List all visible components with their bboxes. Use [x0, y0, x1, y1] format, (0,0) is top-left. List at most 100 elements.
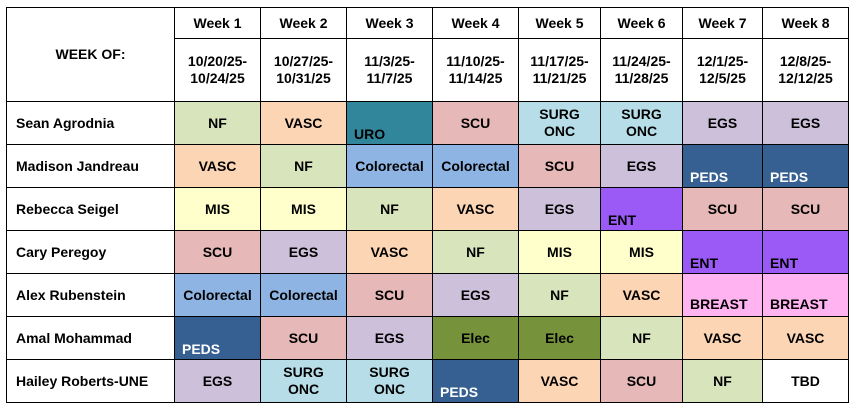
rotation-cell: SURG ONC: [346, 359, 433, 403]
rotation-label: PEDS: [770, 169, 809, 185]
week-dates: 10/27/25- 10/31/25: [260, 38, 347, 102]
date-start: 10/27/25-: [273, 53, 334, 69]
rotation-label: Elec: [461, 329, 490, 346]
date-end: 12/12/25: [778, 70, 833, 86]
week-dates: 11/24/25- 11/28/25: [600, 38, 683, 102]
rotation-cell: SCU: [432, 101, 519, 145]
rotation-label: PEDS: [690, 169, 729, 185]
student-name: Sean Agrodnia: [6, 101, 175, 145]
rotation-cell: PEDS: [174, 316, 261, 360]
week-header: Week 6: [600, 7, 683, 39]
rotation-cell: SURG ONC: [260, 359, 347, 403]
rotation-label: PEDS: [440, 384, 479, 400]
date-start: 12/8/25-: [779, 53, 832, 69]
rotation-cell: EGS: [432, 273, 519, 317]
rotation-label: VASC: [456, 200, 495, 217]
rotation-label: MIS: [629, 243, 654, 260]
student-row: Madison Jandreau VASC NF Colorectal Colorect…: [6, 144, 849, 188]
rotation-label: VASC: [703, 329, 742, 346]
rotation-cell: SCU: [762, 187, 849, 231]
date-start: 11/24/25-: [612, 53, 671, 69]
schedule-body: Sean Agrodnia NF VASC URO SCU SURG ONC SURG ONC E…: [6, 101, 849, 403]
rotation-label: ONC: [543, 123, 576, 139]
rotation-cell: MIS: [600, 230, 683, 274]
week-dates: 11/10/25- 11/14/25: [432, 38, 519, 102]
date-start: 10/20/25-: [187, 53, 248, 69]
date-start: 12/1/25-: [696, 53, 749, 69]
rotation-cell: Colorectal: [346, 144, 433, 188]
rotation-label: EGS: [626, 157, 657, 174]
rotation-cell: VASC: [432, 187, 519, 231]
rotation-cell: NF: [432, 230, 519, 274]
rotation-cell: NF: [260, 144, 347, 188]
date-start: 11/10/25-: [446, 53, 505, 69]
rotation-cell: SCU: [174, 230, 261, 274]
rotation-cell: ENT: [682, 230, 763, 274]
rotation-schedule-table: WEEK OF: Week 1 Week 2 Week 3 Week 4 Wee…: [6, 7, 849, 403]
rotation-cell: TBD: [762, 359, 849, 403]
week-dates: 11/3/25- 11/7/25: [346, 38, 433, 102]
week-header: Week 5: [518, 7, 601, 39]
rotation-cell: SCU: [600, 359, 683, 403]
rotation-cell: PEDS: [762, 144, 849, 188]
rotation-label: NF: [294, 157, 313, 174]
rotation-label: ONC: [287, 381, 320, 397]
rotation-cell: MIS: [260, 187, 347, 231]
rotation-cell: EGS: [682, 101, 763, 145]
rotation-cell: Colorectal: [260, 273, 347, 317]
student-row: Amal Mohammad PEDS SCU EGS Elec Elec NF VASC VAS…: [6, 316, 849, 360]
rotation-label: EGS: [202, 372, 233, 389]
date-end: 10/31/25: [276, 70, 331, 86]
rotation-label: MIS: [547, 243, 572, 260]
rotation-cell: PEDS: [432, 359, 519, 403]
rotation-label: SCU: [707, 200, 738, 217]
week-header: Week 8: [762, 7, 849, 39]
rotation-label: SCU: [790, 200, 821, 217]
rotation-label: VASC: [540, 372, 579, 389]
rotation-cell: NF: [682, 359, 763, 403]
week-header: Week 1: [174, 7, 261, 39]
rotation-label: SURG: [369, 364, 410, 380]
student-row: Cary Peregoy SCU EGS VASC NF MIS MIS ENT ENT: [6, 230, 849, 274]
rotation-cell: ENT: [600, 187, 683, 231]
student-row: Hailey Roberts-UNE EGS SURG ONC SURG ONC PEDS V…: [6, 359, 849, 403]
rotation-label: EGS: [790, 114, 821, 131]
rotation-cell: VASC: [260, 101, 347, 145]
rotation-cell: PEDS: [682, 144, 763, 188]
rotation-cell: EGS: [174, 359, 261, 403]
rotation-label: NF: [550, 286, 569, 303]
date-end: 11/14/25: [448, 70, 503, 86]
rotation-label: NF: [713, 372, 732, 389]
student-name: Rebecca Seigel: [6, 187, 175, 231]
rotation-cell: BREAST: [762, 273, 849, 317]
rotation-cell: NF: [346, 187, 433, 231]
rotation-label: ONC: [625, 123, 658, 139]
week-dates: 10/20/25- 10/24/25: [174, 38, 261, 102]
week-dates: 11/17/25- 11/21/25: [518, 38, 601, 102]
rotation-label: SCU: [626, 372, 657, 389]
rotation-cell: VASC: [518, 359, 601, 403]
rotation-cell: VASC: [346, 230, 433, 274]
rotation-label: Colorectal: [269, 286, 338, 303]
rotation-label: Colorectal: [355, 157, 424, 174]
rotation-cell: VASC: [600, 273, 683, 317]
rotation-label: NF: [466, 243, 485, 260]
rotation-label: EGS: [288, 243, 319, 260]
rotation-label: SCU: [460, 114, 491, 131]
rotation-label: SURG: [621, 106, 662, 122]
rotation-cell: VASC: [762, 316, 849, 360]
rotation-cell: SCU: [260, 316, 347, 360]
rotation-cell: Elec: [518, 316, 601, 360]
rotation-label: ENT: [690, 255, 718, 271]
rotation-cell: ENT: [762, 230, 849, 274]
rotation-label: TBD: [791, 372, 820, 389]
rotation-cell: EGS: [600, 144, 683, 188]
week-header: Week 2: [260, 7, 347, 39]
rotation-cell: NF: [174, 101, 261, 145]
rotation-label: MIS: [205, 200, 230, 217]
rotation-cell: NF: [518, 273, 601, 317]
date-start: 11/3/25-: [364, 53, 415, 69]
student-name: Amal Mohammad: [6, 316, 175, 360]
rotation-cell: URO: [346, 101, 433, 145]
rotation-label: PEDS: [182, 341, 221, 357]
